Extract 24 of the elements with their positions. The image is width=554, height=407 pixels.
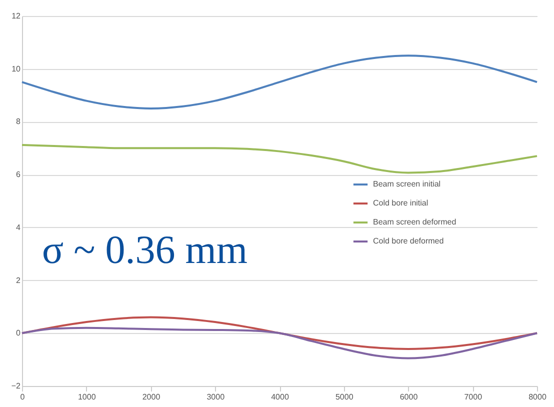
y-tick-label: 2: [16, 276, 22, 285]
y-tick-label: −2: [11, 382, 22, 390]
x-tick-label: 1000: [78, 392, 96, 402]
x-tick-label: 7000: [464, 392, 483, 402]
x-tick-label: 8000: [528, 392, 547, 402]
y-tick-label: 4: [16, 222, 22, 232]
y-tick-label: 6: [16, 170, 22, 180]
line-series: [21, 144, 538, 174]
x-tick-label: 6000: [400, 392, 418, 402]
legend-label: Beam screen initial: [373, 180, 441, 188]
line-series: [21, 54, 538, 110]
x-tick-label: 2000: [142, 392, 161, 402]
line-series: [21, 326, 538, 360]
legend-label: Cold bore deformed: [373, 236, 444, 246]
annotation: σ ~ 0.36 mm: [42, 227, 248, 272]
y-tick-label: 10: [12, 64, 22, 74]
x-tick-label: 5000: [335, 392, 354, 402]
y-tick-label: 0: [16, 328, 22, 338]
y-tick-label: 8: [16, 117, 22, 126]
legend-label: Beam screen deformed: [373, 218, 456, 226]
legend-label: Cold bore initial: [373, 198, 428, 208]
x-tick-label: 3000: [206, 392, 226, 402]
y-tick-label: 12: [12, 12, 22, 20]
x-tick-label: 4000: [271, 392, 290, 402]
